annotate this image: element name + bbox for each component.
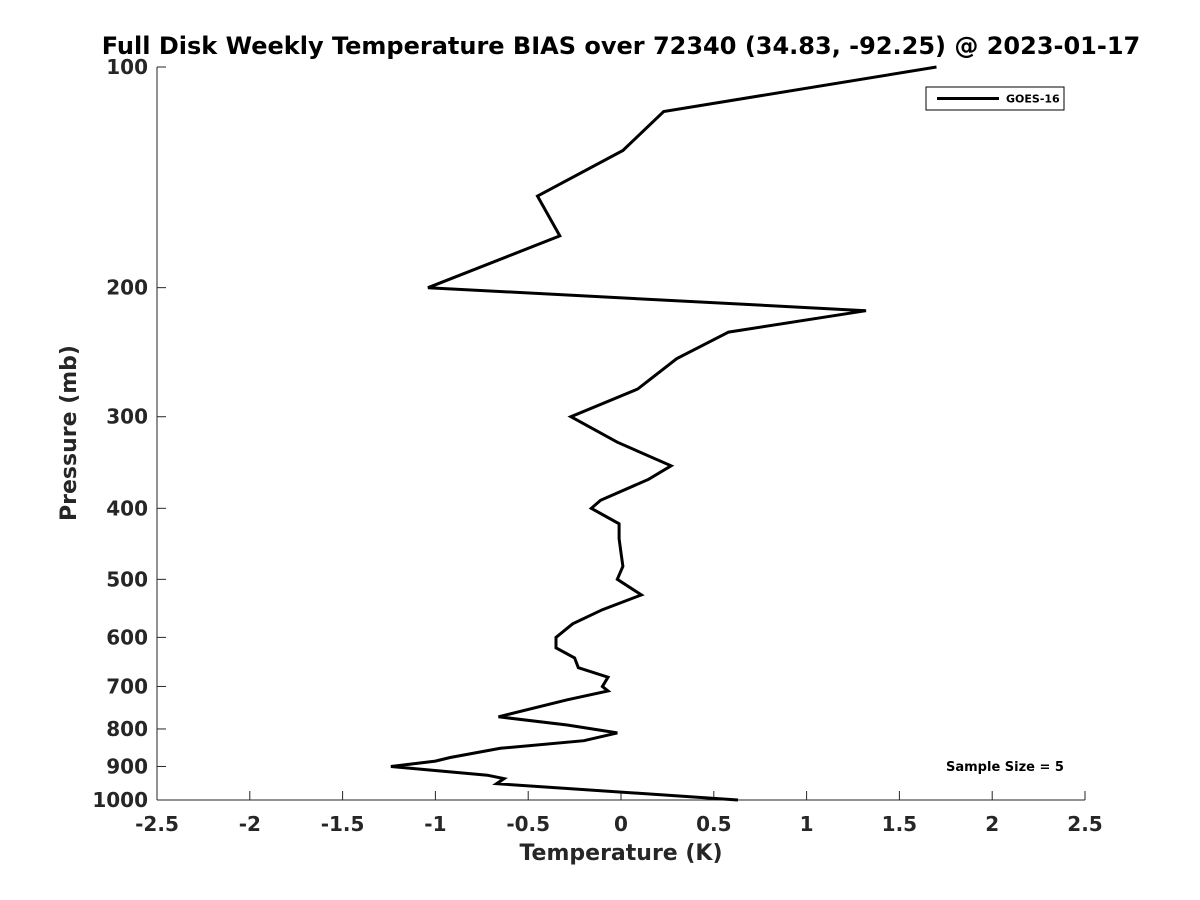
legend-label-goes-16: GOES-16 [1006,93,1060,106]
y-tick-label: 100 [106,55,148,79]
y-tick-label: 300 [106,405,148,429]
y-tick-label: 400 [106,496,148,520]
series-line-goes-16 [390,65,937,802]
y-tick-label: 600 [106,625,148,649]
x-tick-label: 0.5 [696,812,731,836]
legend: GOES-16 [925,86,1065,111]
y-tick-label: 800 [106,717,148,741]
sample-size-annotation: Sample Size = 5 [946,760,1064,775]
chart-title: Full Disk Weekly Temperature BIAS over 7… [102,32,1141,60]
x-axis-label: Temperature (K) [519,841,722,866]
x-tick-label: 0 [614,812,628,836]
x-tick-label: -0.5 [506,812,550,836]
x-tick-label: 2 [985,812,999,836]
x-tick-label: -2.5 [135,812,179,836]
y-tick-label: 500 [106,567,148,591]
x-tick-label: -1.5 [321,812,365,836]
y-tick-label: 900 [106,754,148,778]
x-tick-label: 2.5 [1067,812,1102,836]
x-tick-label: 1 [800,812,814,836]
y-axis-label: Pressure (mb) [57,345,82,521]
y-tick-label: 700 [106,674,148,698]
y-tick-label: 200 [106,276,148,300]
plot-area: -2.5 -2 -1.5 -1 -0.5 0 0.5 1 1.5 2 2.5 100 200 300 400… [92,55,1102,836]
y-tick-label: 1000 [92,788,148,812]
x-tick-label: -1 [424,812,446,836]
x-tick-label: 1.5 [882,812,917,836]
x-tick-label: -2 [239,812,261,836]
